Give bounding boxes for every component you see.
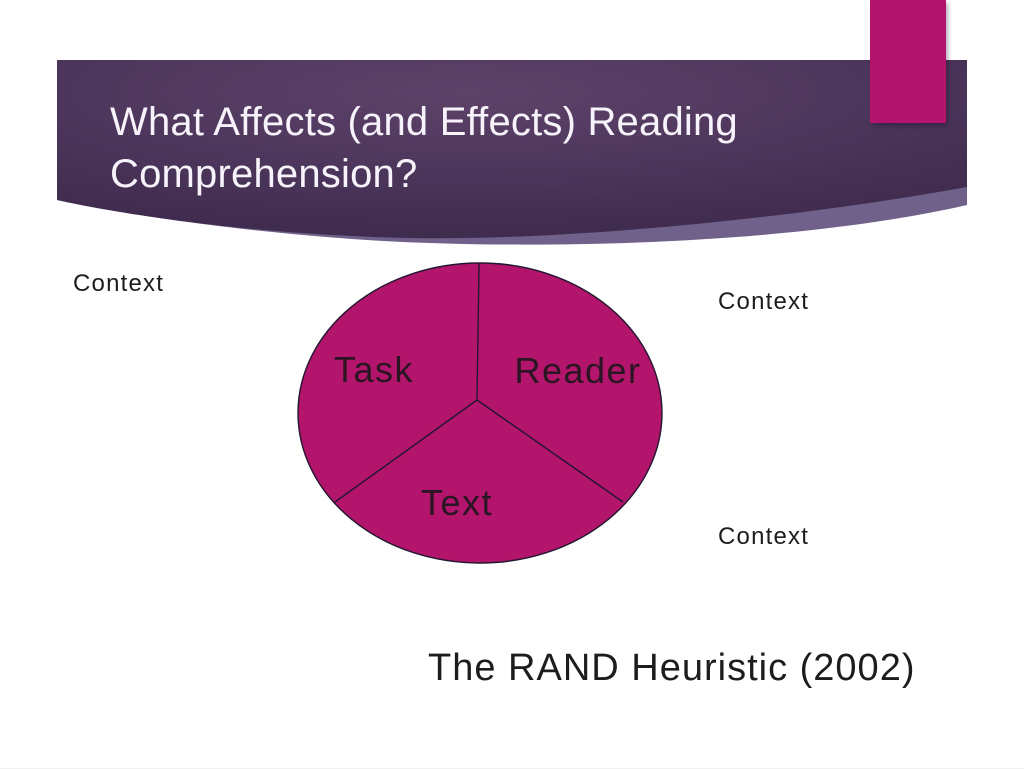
pie-label-text: Text — [420, 482, 494, 523]
context-label-left: Context — [73, 270, 165, 297]
page-title-line-1: What Affects (and Effects) Reading — [110, 100, 738, 144]
pie-divider-lines — [334, 263, 624, 503]
accent-rectangle — [870, 0, 946, 123]
pie-label-reader: Reader — [514, 350, 642, 391]
banner-shape-svg — [57, 60, 967, 245]
context-label-right-top: Context — [718, 288, 810, 315]
banner-main-shape — [57, 60, 967, 239]
page-title: What Affects (and Effects) Reading Compr… — [110, 96, 738, 200]
title-banner: What Affects (and Effects) Reading Compr… — [57, 60, 967, 252]
pie-circle — [297, 262, 663, 564]
context-label-right-bottom: Context — [718, 523, 810, 550]
caption-text: The RAND Heuristic (2002) — [428, 647, 916, 689]
pie-label-task: Task — [333, 349, 415, 390]
page-title-line-2: Comprehension? — [110, 152, 418, 196]
